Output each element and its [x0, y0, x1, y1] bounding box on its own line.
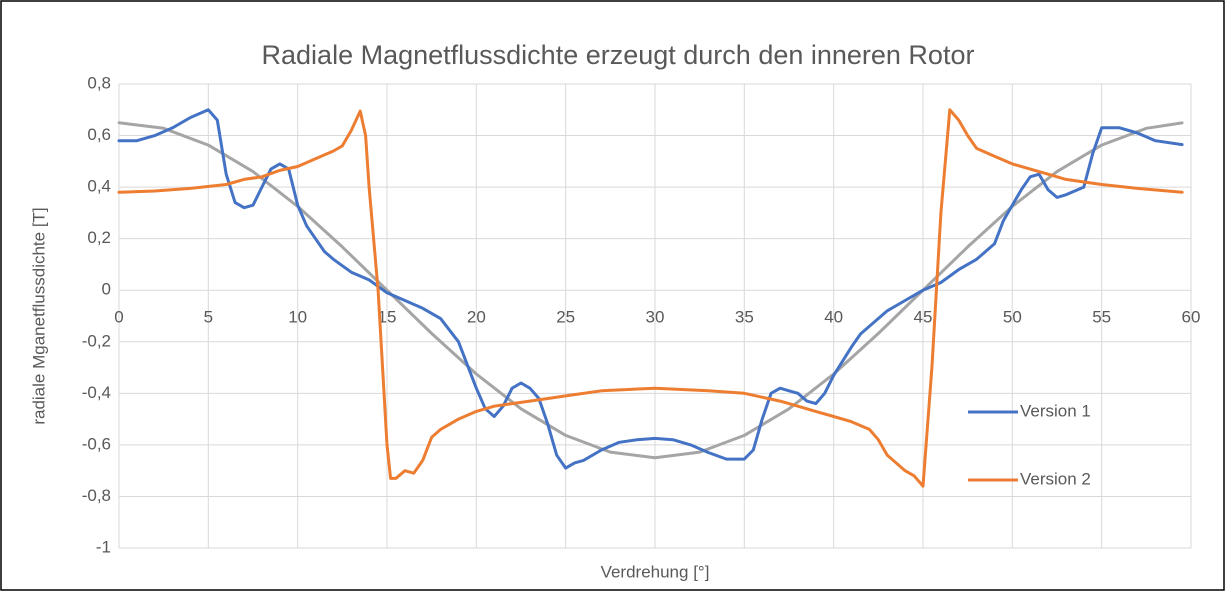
- x-tick-label: 25: [556, 308, 575, 327]
- x-tick-label: 35: [735, 308, 754, 327]
- y-tick-label: 0: [102, 280, 111, 299]
- x-tick-label: 10: [288, 308, 307, 327]
- y-tick-label: 0,6: [87, 125, 111, 144]
- y-tick-label: 0,4: [87, 177, 111, 196]
- y-tick-label: 0,2: [87, 228, 111, 247]
- x-tick-label: 45: [914, 308, 933, 327]
- y-tick-label: -0,2: [82, 331, 111, 350]
- x-tick-label: 15: [378, 308, 397, 327]
- y-tick-label: -1: [96, 537, 111, 556]
- y-axis-title: radiale Mganetflussdichte [T]: [29, 207, 48, 424]
- chart-title: Radiale Magnetflussdichte erzeugt durch …: [262, 40, 975, 70]
- x-tick-label: 5: [204, 308, 213, 327]
- line-series: [117, 108, 1184, 488]
- x-axis-title: Verdrehung [°]: [601, 562, 710, 581]
- x-tick-label: 50: [1003, 308, 1022, 327]
- x-tick-label: 30: [646, 308, 665, 327]
- y-tick-label: -0,8: [82, 486, 111, 505]
- x-tick-label: 55: [1092, 308, 1111, 327]
- legend-label: Version 1: [1020, 401, 1091, 420]
- x-tick-label: 40: [824, 308, 843, 327]
- x-tick-label: 60: [1182, 308, 1201, 327]
- legend-label: Version 2: [1020, 469, 1091, 488]
- y-tick-label: -0,6: [82, 434, 111, 453]
- y-tick-label: -0,4: [82, 383, 111, 402]
- x-tick-label: 0: [114, 308, 123, 327]
- y-tick-label: 0,8: [87, 73, 111, 92]
- x-tick-label: 20: [467, 308, 486, 327]
